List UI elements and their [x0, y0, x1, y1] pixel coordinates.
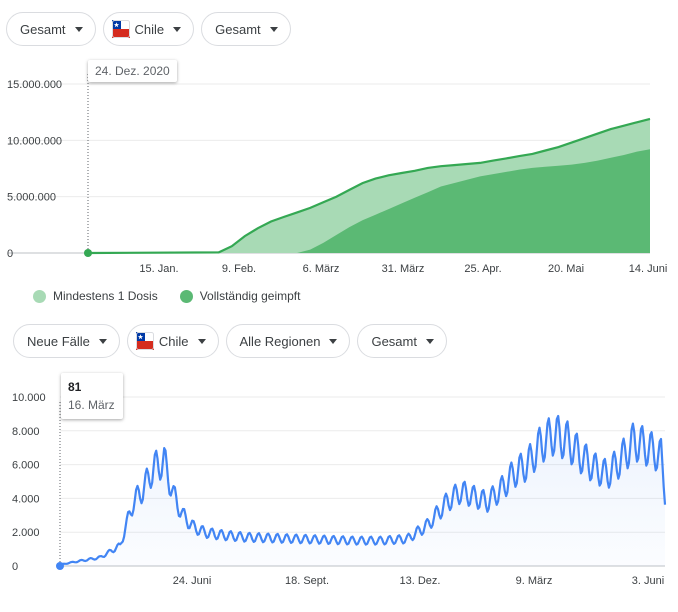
x-tick-label: 20. Mai [548, 263, 584, 275]
dropdown-arrow-icon [74, 26, 83, 32]
country-dropdown-bottom-label: Chile [158, 333, 189, 349]
hover-point [56, 562, 64, 570]
x-tick-label: 6. März [303, 263, 340, 275]
y-tick-label: 4.000 [12, 493, 40, 505]
vaccination-legend: Mindestens 1 Dosis Vollständig geimpft [33, 289, 300, 303]
bottom-filter-bar: Neue Fälle Chile Alle Regionen Gesamt [13, 324, 447, 358]
hover-point [84, 249, 92, 257]
y-tick-label: 10.000.000 [7, 135, 62, 147]
legend-item-fully-vaccinated[interactable]: Vollständig geimpft [179, 289, 301, 303]
legend-label-fully-vaccinated: Vollständig geimpft [199, 289, 301, 303]
top-filter-bar: Gesamt Chile Gesamt [6, 12, 291, 46]
legend-label-at-least-one-dose: Mindestens 1 Dosis [53, 289, 158, 303]
x-tick-label: 9. Feb. [222, 263, 256, 275]
country-dropdown-top[interactable]: Chile [102, 12, 195, 46]
x-tick-label: 24. Juni [173, 575, 212, 587]
new-cases-line [59, 414, 667, 566]
y-tick-label: 2.000 [12, 527, 40, 539]
x-tick-label: 13. Dez. [400, 575, 441, 587]
y-tick-label: 5.000.000 [7, 192, 56, 204]
y-tick-label: 0 [7, 248, 13, 260]
region-dropdown-label: Alle Regionen [239, 333, 321, 349]
total-dropdown-top-2-label: Gesamt [215, 21, 261, 37]
dropdown-arrow-icon [173, 26, 182, 32]
chile-flag-icon [111, 20, 130, 38]
x-tick-label: 25. Apr. [464, 263, 501, 275]
cases-tooltip: 81 16. März [61, 373, 123, 419]
legend-item-at-least-one-dose[interactable]: Mindestens 1 Dosis [33, 289, 158, 303]
metric-dropdown[interactable]: Neue Fälle [13, 324, 120, 358]
y-tick-label: 10.000 [12, 392, 46, 404]
vaccination-tooltip-date: 24. Dez. 2020 [95, 64, 170, 78]
dropdown-arrow-icon [329, 338, 338, 344]
new-cases-area [60, 416, 665, 566]
x-tick-label: 31. März [382, 263, 425, 275]
total-dropdown-top-2[interactable]: Gesamt [201, 12, 291, 46]
total-dropdown-bottom[interactable]: Gesamt [357, 324, 447, 358]
region-dropdown[interactable]: Alle Regionen [225, 324, 351, 358]
total-dropdown-top-label: Gesamt [20, 21, 66, 37]
x-tick-label: 15. Jan. [139, 263, 178, 275]
total-dropdown-bottom-label: Gesamt [371, 333, 417, 349]
y-tick-label: 15.000.000 [7, 79, 62, 91]
y-tick-label: 6.000 [12, 460, 40, 472]
y-tick-label: 0 [12, 561, 18, 573]
x-tick-label: 18. Sept. [285, 575, 329, 587]
metric-dropdown-label: Neue Fälle [27, 333, 90, 349]
cases-tooltip-date: 16. März [68, 398, 115, 412]
y-tick-label: 8.000 [12, 426, 40, 438]
legend-dot-light-green [33, 289, 46, 303]
country-dropdown-top-label: Chile [134, 21, 165, 37]
x-tick-label: 14. Juni [629, 263, 668, 275]
vaccination-tooltip: 24. Dez. 2020 [88, 60, 177, 82]
new-cases-chart[interactable]: 10.000 8.000 6.000 4.000 2.000 0 24. Juni 18. … [0, 370, 678, 605]
x-tick-label: 3. Juni [632, 575, 664, 587]
total-dropdown-top[interactable]: Gesamt [6, 12, 96, 46]
chile-flag-icon [135, 332, 154, 350]
cases-tooltip-value: 81 [68, 380, 82, 394]
vaccination-chart[interactable]: 15.000.000 10.000.000 5.000.000 0 15. Jan. 9… [0, 60, 678, 285]
at-least-one-dose-line [87, 117, 651, 255]
legend-dot-green [179, 289, 193, 303]
dropdown-arrow-icon [425, 338, 434, 344]
dropdown-arrow-icon [269, 26, 278, 32]
x-tick-label: 9. März [516, 575, 553, 587]
fully-vaccinated-area [88, 149, 650, 253]
country-dropdown-bottom[interactable]: Chile [126, 324, 219, 358]
dropdown-arrow-icon [98, 338, 107, 344]
dropdown-arrow-icon [197, 338, 206, 344]
